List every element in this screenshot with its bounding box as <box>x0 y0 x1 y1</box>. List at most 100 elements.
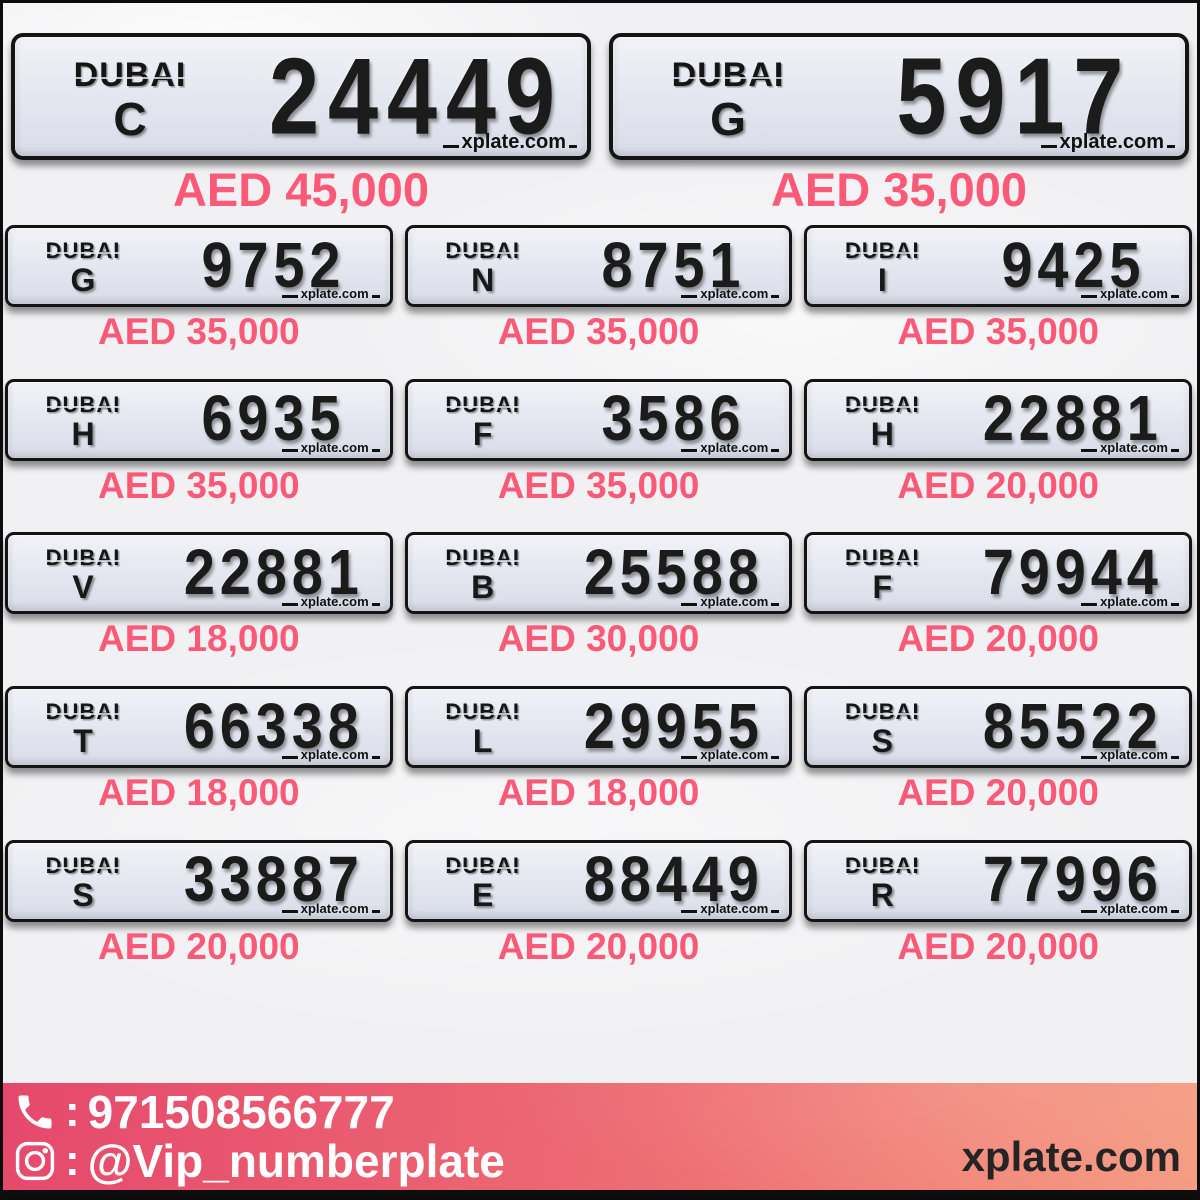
price-label: AED 20,000 <box>897 925 1099 967</box>
instagram-handle: @Vip_numberplate <box>87 1135 505 1187</box>
plate-code-letter: S <box>72 876 94 913</box>
phone-contact: : 971508566777 <box>13 1085 1197 1138</box>
price-label: AED 20,000 <box>497 925 700 967</box>
dubai-brand-logo: DUBAI <box>842 238 922 263</box>
plate-code-letter: S <box>871 723 893 760</box>
price-label: AED 18,000 <box>98 618 300 660</box>
license-plate: DUBAI H 22881 xplate.com <box>804 378 1192 461</box>
xplate-watermark: xplate.com <box>1081 747 1179 763</box>
plate-listing: DUBAI F 79944 xplate.com AED 20,000 <box>804 532 1192 660</box>
plate-listing: DUBAI H 6935 xplate.com AED 35,000 <box>5 378 393 507</box>
price-label: AED 20,000 <box>897 772 1099 814</box>
xplate-watermark: xplate.com <box>1081 286 1179 302</box>
xplate-watermark: xplate.com <box>681 747 779 763</box>
license-plate: DUBAI G 9752 xplate.com <box>5 225 393 307</box>
license-plate: DUBAI G 5917 xplate.com <box>609 33 1189 160</box>
plate-left-section: DUBAI L <box>408 697 558 757</box>
license-plate: DUBAI I 9425 xplate.com <box>804 225 1192 307</box>
phone-icon <box>18 1095 52 1129</box>
price-label: AED 35,000 <box>897 311 1099 352</box>
dubai-brand-logo: DUBAI <box>443 391 522 417</box>
license-plate: DUBAI F 3586 xplate.com <box>404 378 793 461</box>
price-label: AED 20,000 <box>98 925 300 967</box>
plate-listing: DUBAI S 33887 xplate.com AED 20,000 <box>5 839 393 968</box>
plate-listing: DUBAI T 66338 xplate.com AED 18,000 <box>5 686 393 814</box>
featured-plates-row: DUBAI C 24449 xplate.com AED 45,000 DUBAI G 591… <box>11 33 1189 216</box>
plate-code-letter: B <box>471 569 495 606</box>
xplate-watermark: xplate.com <box>1081 901 1179 917</box>
plate-left-section: DUBAI S <box>8 851 158 911</box>
plate-left-section: DUBAI F <box>807 543 957 603</box>
license-plate: DUBAI B 25588 xplate.com <box>404 532 793 615</box>
plate-code-letter: R <box>870 876 894 913</box>
xplate-watermark: xplate.com <box>681 440 779 456</box>
license-plate: DUBAI S 85522 xplate.com <box>804 686 1192 769</box>
plate-listing: DUBAI V 22881 xplate.com AED 18,000 <box>5 532 393 660</box>
license-plate: DUBAI H 6935 xplate.com <box>5 378 393 461</box>
price-label: AED 35,000 <box>98 311 300 352</box>
plate-listing: DUBAI H 22881 xplate.com AED 20,000 <box>804 378 1192 507</box>
dubai-brand-logo: DUBAI <box>43 391 122 417</box>
plate-listing: DUBAI E 88449 xplate.com AED 20,000 <box>404 839 793 968</box>
price-label: AED 18,000 <box>497 772 700 814</box>
price-label: AED 20,000 <box>897 618 1099 660</box>
dubai-brand-logo: DUBAI <box>842 545 922 571</box>
price-label: AED 18,000 <box>98 772 300 814</box>
license-plate: DUBAI F 79944 xplate.com <box>804 532 1192 615</box>
plate-left-section: DUBAI C <box>15 52 245 142</box>
plate-listing: DUBAI G 5917 xplate.com AED 35,000 <box>609 33 1189 216</box>
dubai-brand-logo: DUBAI <box>669 55 786 94</box>
plate-code-letter: I <box>877 262 887 298</box>
license-plate: DUBAI S 33887 xplate.com <box>5 839 393 922</box>
footer-website: xplate.com <box>961 1133 1181 1180</box>
dubai-brand-logo: DUBAI <box>443 852 522 878</box>
xplate-watermark: xplate.com <box>443 130 577 154</box>
price-label: AED 35,000 <box>497 311 700 352</box>
plate-code-letter: H <box>870 415 894 452</box>
xplate-watermark: xplate.com <box>681 594 779 610</box>
dubai-brand-logo: DUBAI <box>842 852 922 878</box>
xplate-watermark: xplate.com <box>282 901 380 917</box>
plate-left-section: DUBAI H <box>8 390 158 450</box>
plate-listing: DUBAI S 85522 xplate.com AED 20,000 <box>804 686 1192 814</box>
xplate-watermark: xplate.com <box>282 286 380 302</box>
plate-listing: DUBAI F 3586 xplate.com AED 35,000 <box>404 378 793 507</box>
xplate-watermark: xplate.com <box>681 286 779 302</box>
instagram-separator: : <box>65 1136 80 1186</box>
plate-code-letter: L <box>472 723 493 760</box>
license-plate: DUBAI E 88449 xplate.com <box>404 839 793 922</box>
phone-number: 971508566777 <box>87 1085 395 1138</box>
dubai-brand-logo: DUBAI <box>842 699 922 725</box>
plate-left-section: DUBAI E <box>408 851 558 911</box>
plate-code-letter: V <box>72 569 94 606</box>
dubai-brand-logo: DUBAI <box>43 852 122 878</box>
plate-listing: DUBAI R 77996 xplate.com AED 20,000 <box>804 839 1192 968</box>
plate-listing: DUBAI B 25588 xplate.com AED 30,000 <box>404 532 793 660</box>
price-label: AED 45,000 <box>172 163 430 216</box>
plate-code-letter: G <box>710 92 746 145</box>
plate-left-section: DUBAI V <box>8 543 158 603</box>
plate-listing: DUBAI C 24449 xplate.com AED 45,000 <box>11 33 591 216</box>
price-label: AED 35,000 <box>98 464 300 506</box>
plate-left-section: DUBAI H <box>807 390 957 450</box>
plate-left-section: DUBAI B <box>408 543 558 603</box>
plate-code-letter: C <box>113 92 147 145</box>
plate-code-letter: N <box>471 262 495 298</box>
license-plate: DUBAI R 77996 xplate.com <box>804 839 1192 922</box>
xplate-watermark: xplate.com <box>282 747 380 763</box>
license-plate: DUBAI T 66338 xplate.com <box>5 686 393 769</box>
dubai-brand-logo: DUBAI <box>443 699 522 725</box>
plate-code-letter: F <box>472 415 493 452</box>
dubai-brand-logo: DUBAI <box>71 55 188 94</box>
dubai-brand-logo: DUBAI <box>43 238 122 263</box>
dubai-brand-logo: DUBAI <box>43 699 122 725</box>
plate-left-section: DUBAI I <box>807 236 957 296</box>
dubai-brand-logo: DUBAI <box>842 391 922 417</box>
plate-listing: DUBAI G 9752 xplate.com AED 35,000 <box>5 225 393 353</box>
plate-number-area: 24449 <box>245 42 587 151</box>
phone-separator: : <box>65 1086 80 1136</box>
license-plate: DUBAI V 22881 xplate.com <box>5 532 393 615</box>
footer-contact-bar: : 971508566777 : @Vip_numberplate xplate… <box>3 1083 1197 1197</box>
plate-left-section: DUBAI G <box>8 236 158 296</box>
